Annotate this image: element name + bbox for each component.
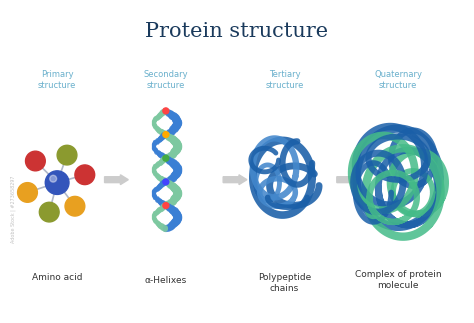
FancyArrow shape: [105, 175, 128, 185]
Circle shape: [163, 131, 169, 138]
Circle shape: [65, 196, 85, 216]
Text: Adobe Stock | #273658297: Adobe Stock | #273658297: [11, 175, 16, 243]
Circle shape: [163, 179, 169, 185]
Text: Protein structure: Protein structure: [146, 22, 328, 41]
Circle shape: [26, 151, 46, 171]
Text: Quaternary
structure: Quaternary structure: [374, 70, 422, 90]
Circle shape: [163, 108, 169, 114]
Text: Primary
structure: Primary structure: [38, 70, 76, 90]
Circle shape: [46, 171, 69, 194]
Circle shape: [57, 145, 77, 165]
Circle shape: [163, 203, 169, 209]
Text: Tertiary
structure: Tertiary structure: [265, 70, 304, 90]
Text: Polypeptide
chains: Polypeptide chains: [258, 273, 311, 293]
Circle shape: [18, 182, 37, 202]
Text: α-Helixes: α-Helixes: [145, 276, 187, 285]
Circle shape: [75, 165, 95, 185]
Text: Secondary
structure: Secondary structure: [144, 70, 188, 90]
FancyArrow shape: [223, 175, 247, 185]
Text: Complex of protein
molecule: Complex of protein molecule: [355, 270, 441, 290]
Circle shape: [163, 155, 169, 161]
Circle shape: [39, 202, 59, 222]
Text: Amino acid: Amino acid: [32, 273, 82, 282]
Circle shape: [50, 175, 56, 182]
FancyArrow shape: [337, 175, 361, 185]
